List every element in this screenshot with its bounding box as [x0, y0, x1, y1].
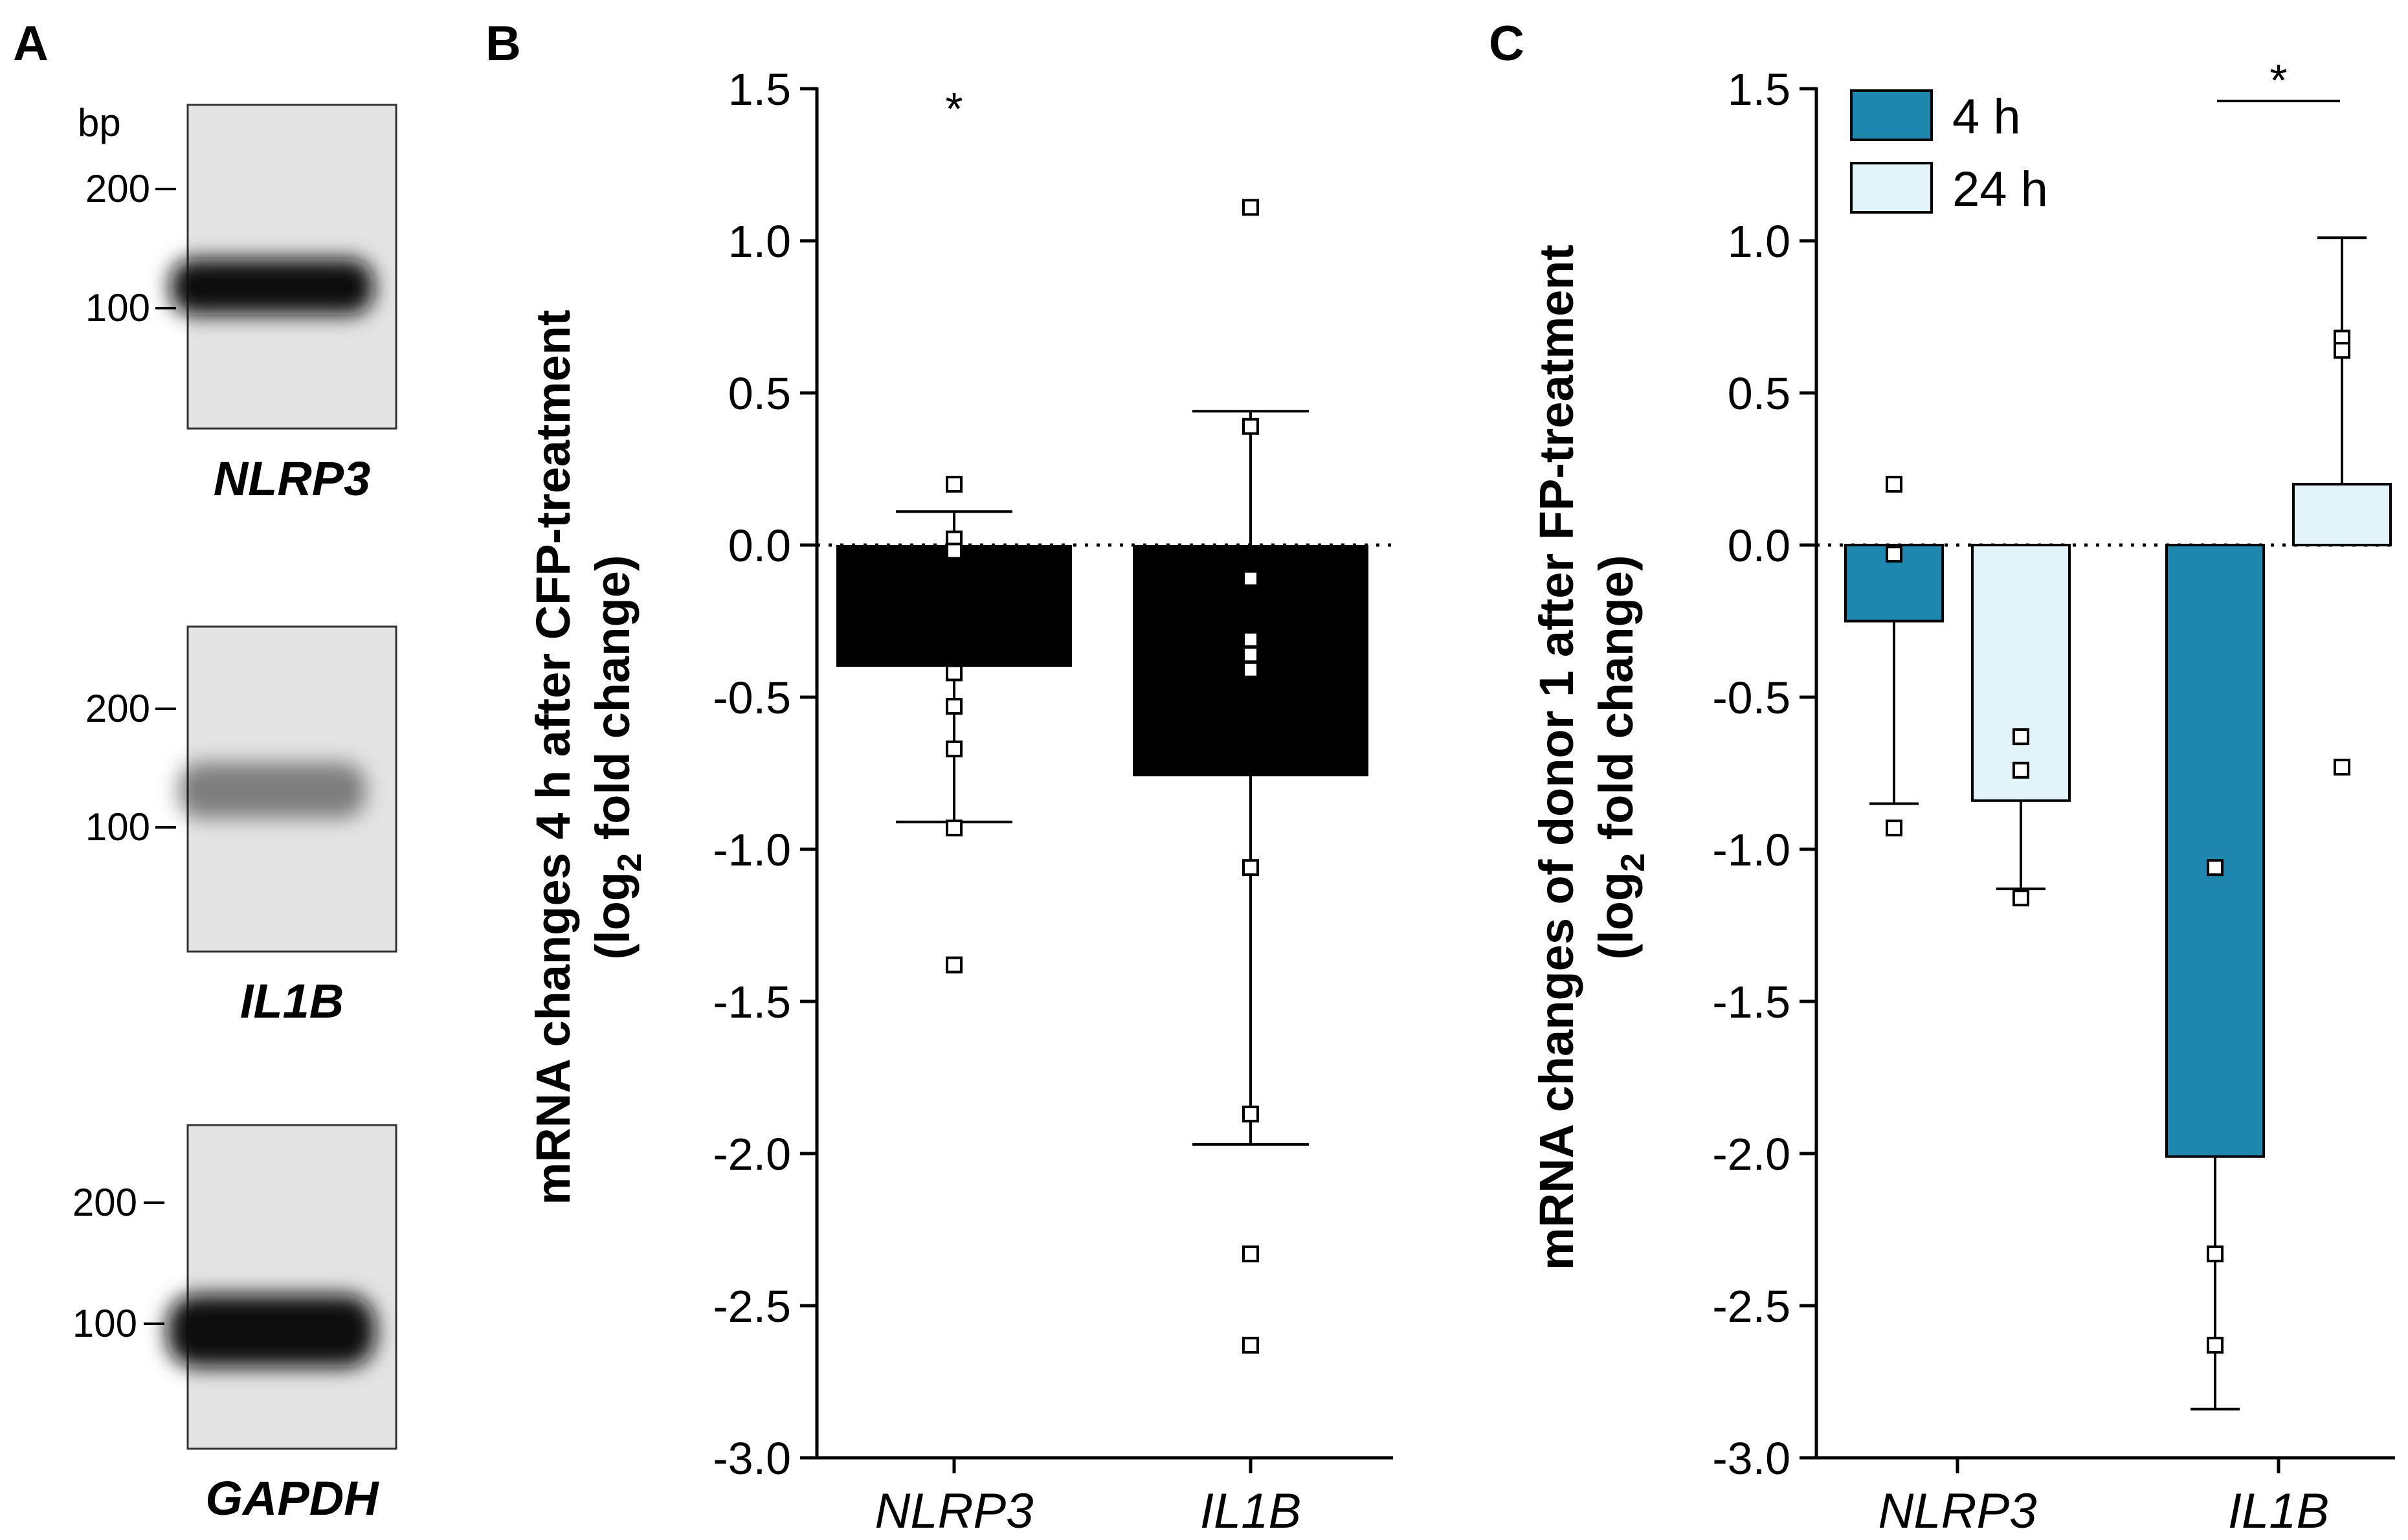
legend-label: 24 h — [1952, 162, 2048, 217]
data-point — [946, 740, 963, 757]
marker-100-label: 100 — [85, 286, 150, 329]
panel-label-c: C — [1489, 16, 1524, 71]
legend-label: 4 h — [1952, 89, 2021, 144]
panel-c-chart: mRNA changes of donor 1 after FP-treatme… — [1530, 55, 2395, 1539]
bar-il1b-4h — [2165, 544, 2265, 1158]
marker-200-label: 200 — [72, 1181, 137, 1224]
y-tick-label: -0.5 — [713, 673, 791, 723]
y-tick-label: -2.5 — [1712, 1281, 1790, 1332]
y-tick-label: 1.5 — [1728, 64, 1790, 115]
y-tick-label: 1.0 — [1728, 216, 1790, 267]
gel-il1b: 200 100 IL1B — [85, 625, 397, 1028]
y-tick-label: -1.5 — [713, 977, 791, 1027]
y-tick-label: -2.5 — [713, 1281, 791, 1332]
ylabel-c-line2: (log2 fold change) — [1589, 555, 1652, 960]
gel-band — [170, 259, 373, 315]
data-point — [2012, 728, 2029, 746]
data-point — [2207, 859, 2224, 876]
data-point — [1886, 476, 1902, 493]
gel-nlrp3: 200 100 NLRP3 — [85, 104, 397, 506]
significance-star: * — [945, 84, 963, 134]
y-tick-label: -1.5 — [1712, 977, 1790, 1027]
data-point — [1242, 1337, 1259, 1354]
data-point — [946, 664, 963, 682]
x-tick-label: IL1B — [1200, 1484, 1301, 1539]
gel-band — [167, 1295, 375, 1367]
y-tick-label: -1.0 — [1712, 825, 1790, 875]
legend-swatch — [1850, 162, 1933, 214]
y-tick-label: -2.0 — [1712, 1129, 1790, 1179]
significance-star: * — [2269, 55, 2287, 106]
data-point — [1242, 661, 1259, 678]
ylabel-b-line2: (log2 fold change) — [586, 555, 649, 960]
marker-100-label: 100 — [85, 805, 150, 849]
bar-nlrp3-24h — [1971, 544, 2071, 802]
data-point — [1242, 418, 1259, 435]
data-point — [946, 476, 963, 493]
data-point — [946, 820, 963, 837]
bar-il1b-24h — [2292, 483, 2392, 546]
data-point — [2207, 1245, 2224, 1263]
marker-200-label: 200 — [85, 167, 150, 210]
legend-swatch — [1850, 89, 1933, 141]
data-point — [1886, 820, 1902, 837]
y-tick-label: -1.0 — [713, 825, 791, 875]
panel-label-a: A — [13, 16, 49, 71]
marker-100-label: 100 — [72, 1302, 137, 1345]
panel-label-b: B — [485, 16, 521, 71]
gel-band — [178, 763, 366, 818]
data-point — [2334, 342, 2350, 359]
x-tick-label: NLRP3 — [875, 1484, 1034, 1539]
y-tick-label: -2.0 — [713, 1129, 791, 1179]
data-point — [946, 698, 963, 715]
panel-a-gels: bp 200 100 NLRP3 200 100 IL1B 200 — [72, 101, 397, 1525]
data-point — [1242, 1105, 1259, 1122]
ylabel-b-line1: mRNA changes 4 h after CFP-treatment — [526, 310, 580, 1205]
ylabel-c: mRNA changes of donor 1 after FP-treatme… — [1530, 245, 1652, 1270]
y-tick-label: -3.0 — [713, 1433, 791, 1484]
y-tick-label: 0.5 — [1728, 368, 1790, 419]
gel-gene-label: GAPDH — [205, 1471, 379, 1525]
data-point — [1242, 631, 1259, 648]
y-tick-label: 1.0 — [728, 216, 791, 267]
gel-frame — [186, 1124, 397, 1450]
y-tick-label: -0.5 — [1712, 673, 1790, 723]
data-point — [1242, 570, 1259, 587]
data-point — [946, 956, 963, 974]
data-point — [946, 542, 963, 560]
marker-200-label: 200 — [85, 687, 150, 730]
y-tick-label: 0.5 — [728, 368, 791, 419]
data-point — [1886, 546, 1902, 563]
plot-c: 1.5 1.0 0.5 0.0 -0.5 -1.0 -1.5 -2.0 -2.5 -3.0 NLRP… — [1712, 55, 2395, 1539]
panel-b-chart: mRNA changes 4 h after CFP-treatment (lo… — [526, 64, 1393, 1539]
data-point — [2207, 1337, 2224, 1354]
data-point — [1242, 859, 1259, 876]
x-tick-label: IL1B — [2228, 1484, 2329, 1539]
ylabel-c-line1: mRNA changes of donor 1 after FP-treatme… — [1530, 245, 1583, 1270]
ylabel-b: mRNA changes 4 h after CFP-treatment (lo… — [526, 310, 649, 1205]
data-point — [2012, 761, 2029, 779]
y-tick-label: -3.0 — [1712, 1433, 1790, 1484]
data-point — [1242, 646, 1259, 664]
y-tick-label: 1.5 — [728, 64, 791, 115]
gel-gapdh: 200 100 GAPDH — [72, 1124, 397, 1525]
data-point — [2334, 759, 2350, 776]
data-point — [1242, 199, 1259, 216]
data-point — [1242, 1245, 1259, 1263]
legend: 4 h 24 h — [1850, 89, 2048, 217]
gel-gene-label: NLRP3 — [214, 452, 371, 506]
data-point — [2012, 889, 2029, 907]
y-tick-label: 0.0 — [1728, 520, 1790, 571]
gel-gene-label: IL1B — [240, 974, 344, 1028]
bp-label: bp — [78, 101, 121, 144]
plot-b: 1.5 1.0 0.5 0.0 -0.5 -1.0 -1.5 -2.0 -2.5 -3.0 NLRP… — [713, 64, 1393, 1539]
y-tick-label: 0.0 — [728, 520, 791, 571]
x-tick-label: NLRP3 — [1878, 1484, 2037, 1539]
